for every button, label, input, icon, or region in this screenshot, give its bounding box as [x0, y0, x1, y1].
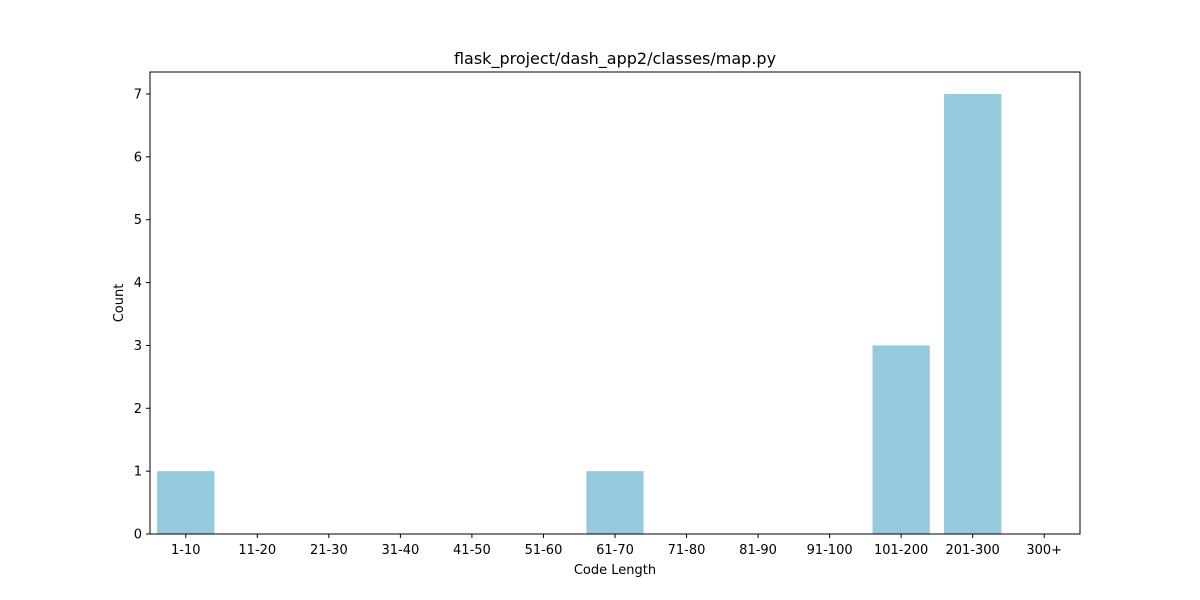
y-tick-label: 7	[134, 88, 142, 103]
bar-201-300	[944, 94, 1002, 534]
y-tick-label: 5	[134, 213, 142, 228]
x-tick-label: 101-200	[874, 543, 928, 558]
x-tick-label: 201-300	[946, 543, 1000, 558]
x-tick-label: 61-70	[596, 543, 634, 558]
x-tick-label: 11-20	[238, 543, 276, 558]
x-tick-label: 41-50	[453, 543, 491, 558]
y-axis: 0 1 2 3 4 5 6 7	[134, 88, 150, 543]
plot-frame	[149, 71, 1081, 535]
bar-61-70	[586, 471, 644, 534]
y-tick-label: 6	[134, 150, 142, 165]
y-tick-label: 2	[134, 402, 142, 417]
x-tick-label: 51-60	[525, 543, 563, 558]
bars	[157, 94, 1002, 534]
y-tick-label: 3	[134, 339, 142, 354]
bar-101-200	[872, 345, 930, 534]
y-tick-label: 4	[134, 276, 142, 291]
x-tick-label: 71-80	[668, 543, 706, 558]
x-tick-label: 21-30	[310, 543, 348, 558]
x-tick-label: 81-90	[739, 543, 777, 558]
y-tick-label: 1	[134, 465, 142, 480]
bar-1-10	[157, 471, 215, 534]
chart-title: flask_project/dash_app2/classes/map.py	[454, 49, 776, 69]
x-axis-label: Code Length	[574, 563, 656, 578]
x-tick-label: 91-100	[807, 543, 853, 558]
y-axis-label: Count	[112, 284, 127, 323]
x-tick-label: 1-10	[171, 543, 201, 558]
x-tick-label: 300+	[1026, 543, 1062, 558]
y-tick-label: 0	[134, 528, 142, 543]
x-tick-label: 31-40	[381, 543, 419, 558]
x-axis: 1-10 11-20 21-30 31-40 41-50 51-60 61-70 71-80 8…	[171, 534, 1062, 558]
